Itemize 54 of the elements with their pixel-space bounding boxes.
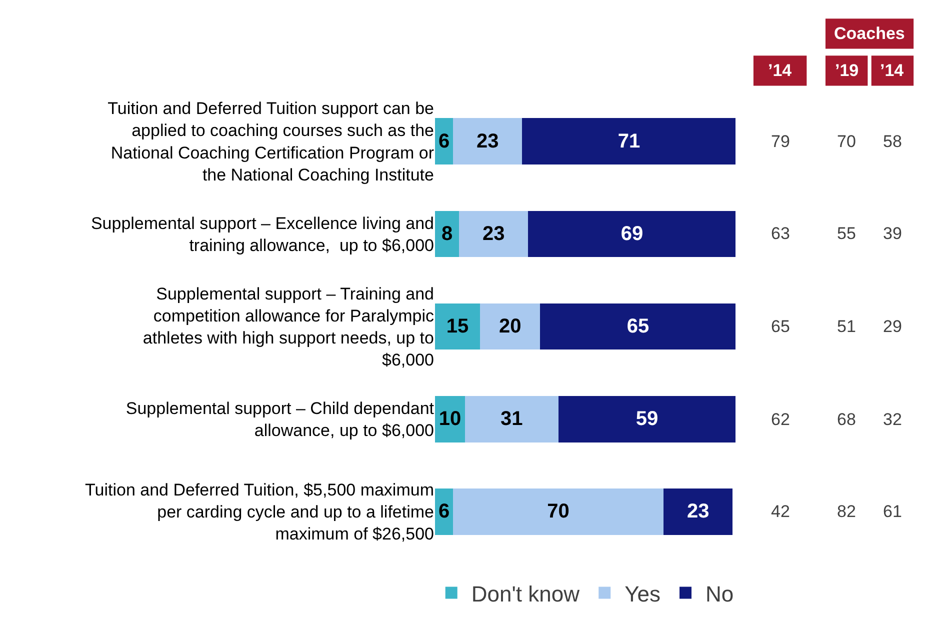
legend-label: Yes <box>624 581 660 606</box>
y-tick-label: Supplemental support – Excellence living and training allowance, up to $6,000 <box>90 214 434 255</box>
data-label: 71 <box>618 130 640 152</box>
data-label: 15 <box>446 316 469 338</box>
text: 62 <box>771 410 790 429</box>
bar <box>480 303 540 350</box>
data-label: 20 <box>499 316 522 338</box>
text: ’19 <box>835 61 859 80</box>
bar <box>522 118 736 164</box>
data-label: 69 <box>620 222 644 245</box>
data-label: 6 <box>438 500 450 523</box>
text: ’14 <box>880 61 904 80</box>
bar <box>465 396 558 442</box>
bar <box>453 118 522 164</box>
text: 32 <box>883 410 902 429</box>
text: 61 <box>883 502 902 521</box>
data-label: 31 <box>500 408 523 430</box>
text: 65 <box>771 317 790 336</box>
text: 79 <box>771 132 790 151</box>
data-label: 6 <box>438 130 450 152</box>
bar <box>453 488 664 535</box>
text: 70 <box>837 132 856 151</box>
bar <box>540 303 736 350</box>
data-label: 23 <box>686 500 710 523</box>
data-label: 59 <box>636 408 658 430</box>
text: 63 <box>771 224 790 243</box>
text: 82 <box>837 502 856 521</box>
data-label: 10 <box>438 408 462 430</box>
y-tick-label: Tuition and Deferred Tuition support can be applied to coaching courses such as the National Coaching Certification Program or the National Coaching Institute <box>108 99 434 184</box>
data-label: 8 <box>441 222 453 245</box>
text: 29 <box>883 317 902 336</box>
legend-label: Don't know <box>471 581 580 606</box>
bar <box>528 210 736 258</box>
bar <box>435 303 480 350</box>
text: 42 <box>771 502 790 521</box>
bar <box>558 396 736 442</box>
y-tick-label: Supplemental support – Child dependant allowance, up to $6,000 <box>126 399 434 440</box>
bar <box>435 210 460 258</box>
data-label: 23 <box>482 222 505 245</box>
data-label: 70 <box>547 500 570 523</box>
legend-label: No <box>705 581 734 606</box>
text: 68 <box>837 410 856 429</box>
bar <box>459 210 528 258</box>
data-label: 65 <box>626 316 650 338</box>
text: 39 <box>883 224 902 243</box>
y-tick-label: Supplemental support – Training and competition allowance for Paralympic athletes with high support needs, up to $6,000 <box>142 284 434 370</box>
bar <box>664 488 733 535</box>
text: Coaches <box>834 24 905 43</box>
data-label: 23 <box>476 130 499 152</box>
text: 55 <box>837 224 856 243</box>
text: ’14 <box>768 61 792 80</box>
text: 51 <box>837 317 856 336</box>
y-tick-label: Tuition and Deferred Tuition, $5,500 maximum per carding cycle and up to a lifetime maximum of $26,500 <box>85 480 434 544</box>
text: 58 <box>883 132 902 151</box>
